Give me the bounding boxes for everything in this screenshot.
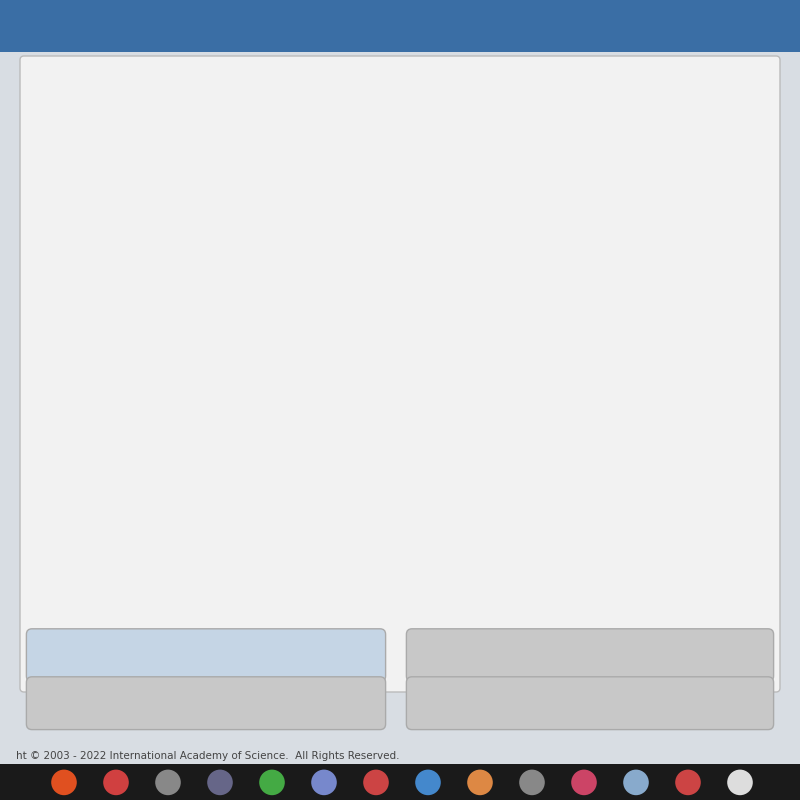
Text: transformation of △ABC: transformation of △ABC bbox=[457, 191, 695, 210]
Text: B. 1/2: B. 1/2 bbox=[430, 646, 485, 665]
Text: In the similarity: In the similarity bbox=[497, 129, 655, 147]
FancyBboxPatch shape bbox=[594, 435, 646, 470]
FancyBboxPatch shape bbox=[539, 373, 611, 407]
Text: D: D bbox=[294, 398, 306, 411]
Text: to △DEF, △ABC was dilated by: to △DEF, △ABC was dilated by bbox=[424, 254, 728, 273]
Text: B: B bbox=[157, 307, 167, 322]
Text: through the translation [     ].: through the translation [ ]. bbox=[429, 443, 723, 462]
Text: ht © 2003 - 2022 International Academy of Science.  All Rights Reserved.: ht © 2003 - 2022 International Academy o… bbox=[16, 751, 399, 761]
Text: A. 2: A. 2 bbox=[50, 646, 86, 665]
Text: D. 1/3: D. 1/3 bbox=[430, 694, 486, 713]
Text: F: F bbox=[294, 538, 304, 551]
Text: E: E bbox=[155, 421, 165, 435]
Text: a scale factor of           , reflected: a scale factor of , reflected bbox=[409, 317, 743, 336]
Text: C. 3: C. 3 bbox=[50, 694, 86, 713]
FancyBboxPatch shape bbox=[585, 310, 634, 346]
Text: across the [        ], and moved: across the [ ], and moved bbox=[424, 380, 728, 399]
Text: C: C bbox=[215, 226, 226, 240]
Text: A: A bbox=[230, 307, 241, 322]
Text: [ ? ]: [ ? ] bbox=[588, 318, 630, 337]
